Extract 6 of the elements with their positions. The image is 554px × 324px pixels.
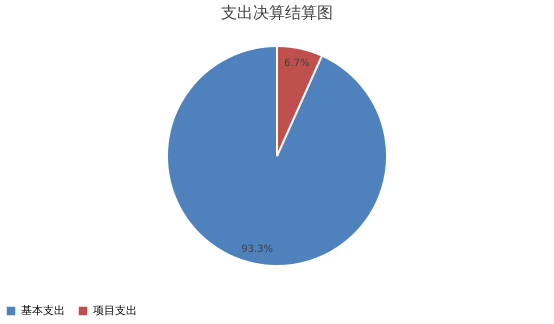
legend-label: 基本支出 — [21, 304, 65, 317]
chart-title: 支出决算结算图 — [221, 3, 333, 22]
pie-slice — [166, 45, 388, 267]
legend-label: 项目支出 — [93, 304, 137, 317]
data-label: 6.7% — [284, 58, 310, 70]
data-label: 93.3% — [241, 244, 274, 255]
